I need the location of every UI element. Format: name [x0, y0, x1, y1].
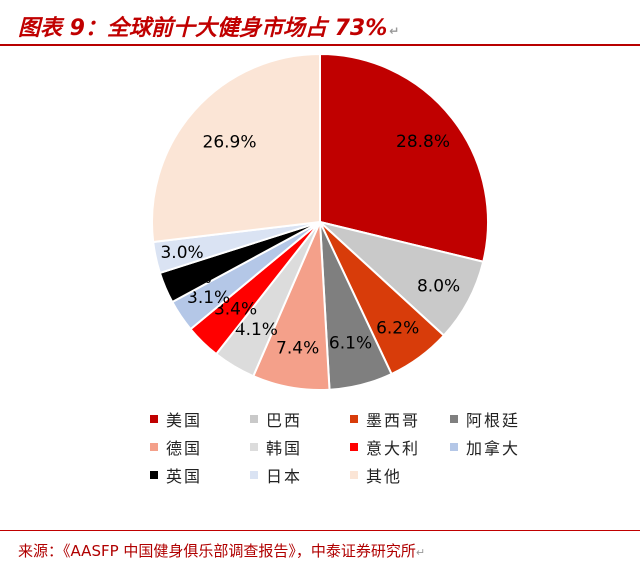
title-bar: 图表 9：全球前十大健身市场占 73% ↵ — [0, 0, 640, 46]
legend-swatch-icon — [450, 415, 458, 423]
pie-chart: 28.8%8.0%6.2%6.1%7.4%4.1%3.4%3.1%3.0%3.0… — [151, 52, 489, 391]
legend-swatch-icon — [350, 415, 358, 423]
legend-item-7: 加拿大 — [450, 436, 560, 458]
legend-label: 加拿大 — [466, 439, 521, 458]
pie-slice-0 — [319, 52, 489, 263]
legend-swatch-icon — [250, 443, 258, 451]
data-label-8: 3.0% — [169, 268, 212, 288]
pie-slice-10 — [151, 52, 321, 244]
legend-item-5: 韩国 — [250, 436, 350, 458]
chart-title-text: 图表 9：全球前十大健身市场占 73% — [18, 16, 388, 41]
return-mark-icon: ↵ — [415, 546, 426, 559]
legend-swatch-icon — [350, 443, 358, 451]
footer-divider — [0, 530, 640, 531]
legend-item-6: 意大利 — [350, 436, 450, 458]
legend-item-9: 日本 — [250, 464, 350, 486]
legend-swatch-icon — [150, 415, 158, 423]
legend-swatch-icon — [250, 471, 258, 479]
chart-legend: 美国 巴西 墨西哥 阿根廷德国 韩国 意大利 加拿大英国 日本 其他 — [150, 408, 570, 486]
data-label-7: 3.1% — [187, 288, 230, 308]
legend-swatch-icon — [150, 471, 158, 479]
legend-label: 英国 — [166, 467, 203, 486]
legend-label: 德国 — [166, 439, 203, 458]
legend-item-3: 阿根廷 — [450, 408, 560, 430]
legend-swatch-icon — [150, 443, 158, 451]
chart-title: 图表 9：全球前十大健身市场占 73% ↵ — [18, 10, 399, 42]
data-label-9: 3.0% — [160, 243, 203, 263]
legend-item-0: 美国 — [150, 408, 250, 430]
legend-label: 韩国 — [266, 439, 303, 458]
source-note: 来源：《AASFP 中国健身俱乐部调查报告》，中泰证券研究所↵ — [18, 540, 425, 561]
source-text: 来源：《AASFP 中国健身俱乐部调查报告》，中泰证券研究所 — [18, 542, 416, 560]
data-label-4: 7.4% — [276, 339, 319, 359]
legend-label: 巴西 — [266, 411, 303, 430]
legend-label: 美国 — [166, 411, 203, 430]
legend-label: 意大利 — [366, 439, 421, 458]
legend-swatch-icon — [250, 415, 258, 423]
legend-label: 日本 — [266, 467, 303, 486]
data-label-5: 4.1% — [235, 320, 278, 340]
data-label-2: 6.2% — [376, 319, 419, 339]
legend-item-1: 巴西 — [250, 408, 350, 430]
legend-label: 阿根廷 — [466, 411, 521, 430]
legend-label: 墨西哥 — [366, 411, 421, 430]
return-mark-icon: ↵ — [389, 24, 400, 38]
legend-item-8: 英国 — [150, 464, 250, 486]
legend-item-4: 德国 — [150, 436, 250, 458]
data-label-3: 6.1% — [329, 334, 372, 354]
legend-item-10: 其他 — [350, 464, 450, 486]
data-label-1: 8.0% — [417, 276, 460, 296]
data-label-6: 3.4% — [214, 300, 257, 320]
data-label-0: 28.8% — [396, 132, 450, 152]
legend-swatch-icon — [450, 443, 458, 451]
legend-label: 其他 — [366, 467, 403, 486]
legend-item-2: 墨西哥 — [350, 408, 450, 430]
data-label-10: 26.9% — [203, 133, 257, 153]
legend-swatch-icon — [350, 471, 358, 479]
